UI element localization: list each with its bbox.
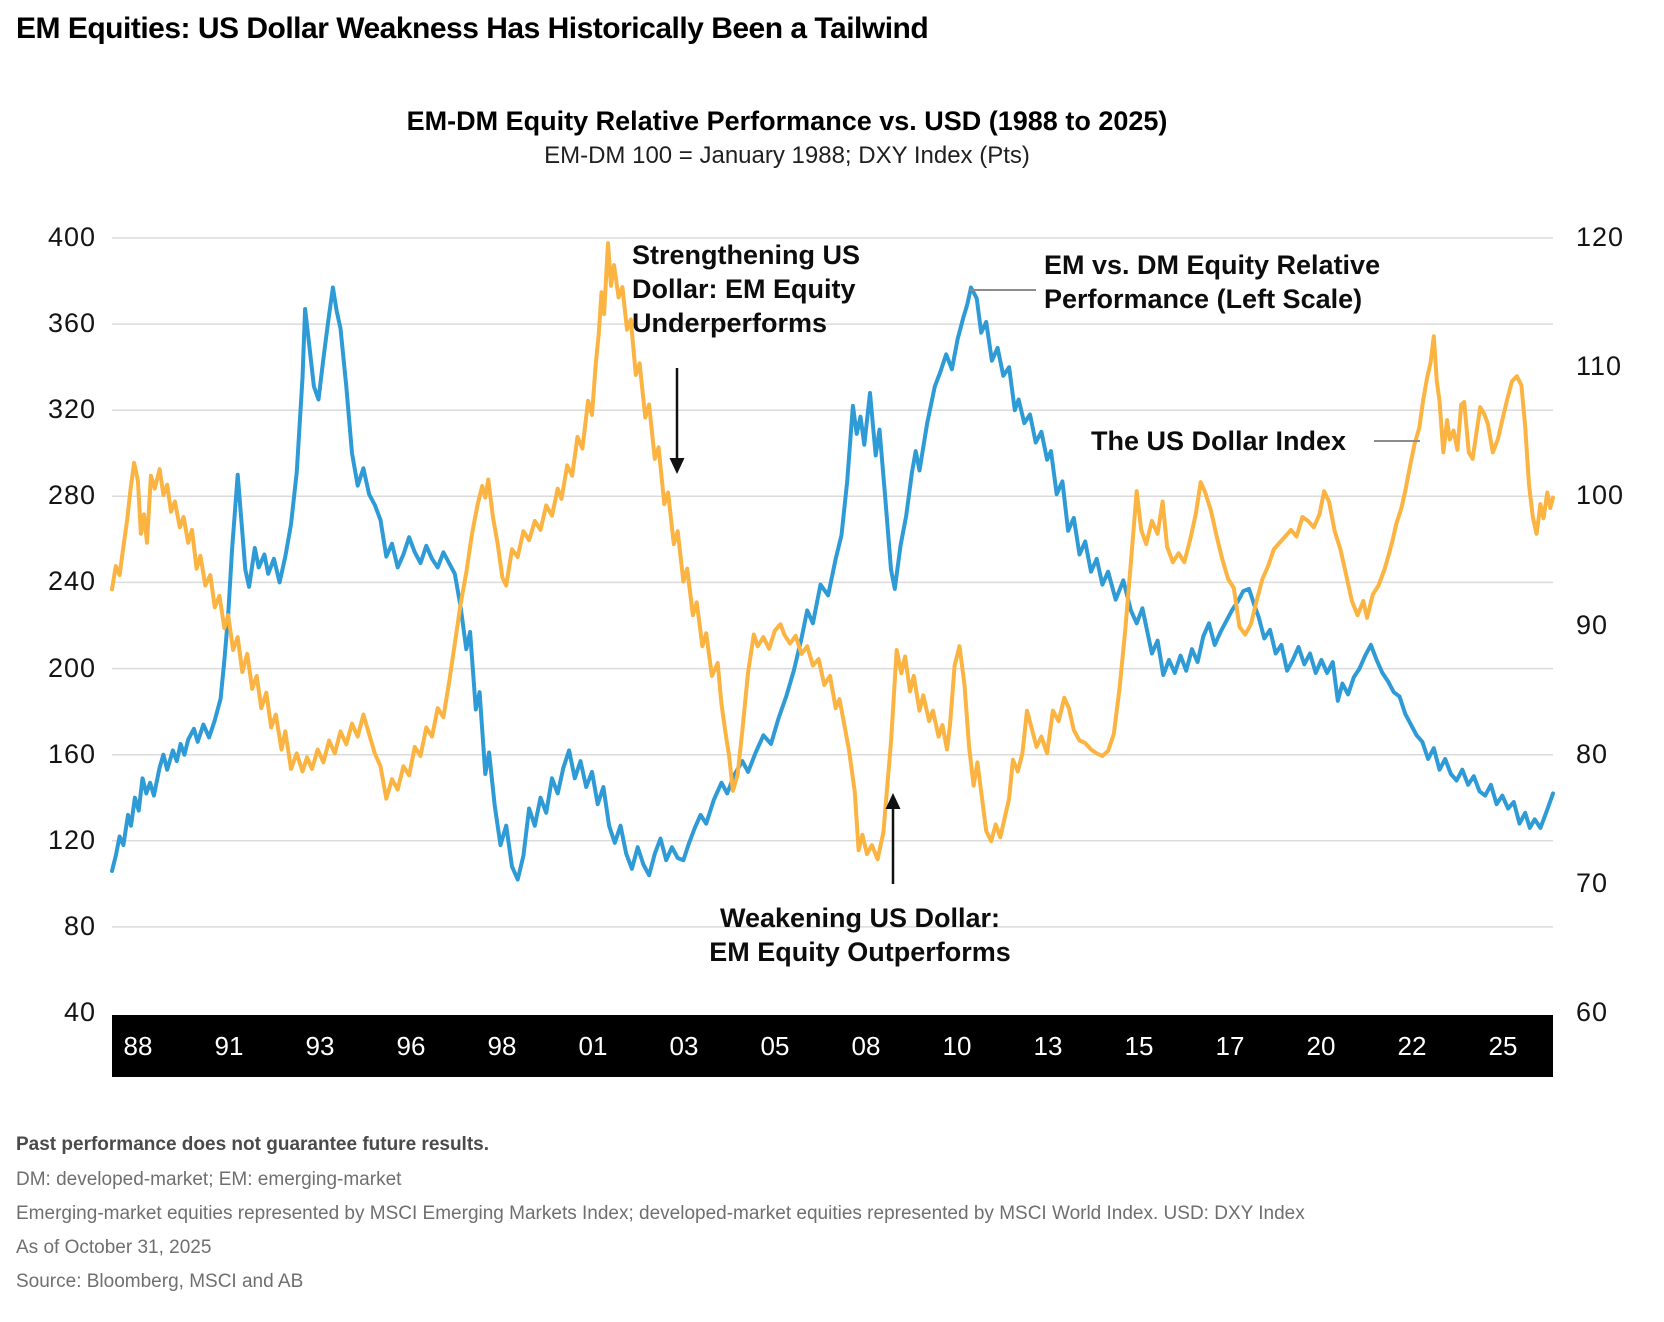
x-axis-label-25: 25: [1488, 1031, 1518, 1061]
x-axis-label-05: 05: [760, 1031, 790, 1061]
x-axis-label-98: 98: [487, 1031, 517, 1061]
right-axis-tick-80: 80: [1576, 739, 1609, 769]
chart-subtitle: EM-DM 100 = January 1988; DXY Index (Pts…: [544, 142, 1030, 169]
right-axis-tick-70: 70: [1576, 868, 1609, 898]
annotation-usd-series-label: The US Dollar Index: [1091, 426, 1347, 456]
right-axis-tick-60: 60: [1576, 997, 1609, 1027]
chart-title: EM-DM Equity Relative Performance vs. US…: [406, 106, 1168, 136]
annotation-em-dm-series-label: EM vs. DM Equity Relative Performance (L…: [1044, 250, 1381, 314]
left-axis-tick-40: 40: [63, 997, 96, 1027]
x-axis-label-96: 96: [396, 1031, 426, 1061]
right-axis-tick-100: 100: [1576, 480, 1625, 510]
annotation-weakening-usd: Weakening US Dollar: EM Equity Outperfor…: [709, 903, 1011, 967]
annotation-strengthening-usd: Strengthening US Dollar: EM Equity Under…: [632, 240, 860, 338]
x-axis-label-17: 17: [1215, 1031, 1245, 1061]
right-axis-tick-120: 120: [1576, 222, 1625, 252]
page-title: EM Equities: US Dollar Weakness Has Hist…: [16, 12, 929, 45]
left-axis-tick-280: 280: [47, 480, 96, 510]
footnote-disclaimer: Past performance does not guarantee futu…: [16, 1134, 490, 1155]
left-axis-tick-200: 200: [47, 653, 96, 683]
left-axis-tick-400: 400: [47, 222, 96, 252]
left-axis-tick-240: 240: [47, 566, 96, 596]
right-axis-tick-90: 90: [1576, 610, 1609, 640]
footnote-as-of-date: As of October 31, 2025: [16, 1237, 212, 1258]
left-axis-tick-320: 320: [47, 394, 96, 424]
em-dm-relative-line: [110, 285, 1555, 882]
footnote-indices: Emerging-market equities represented by …: [16, 1203, 1305, 1224]
x-axis-label-15: 15: [1124, 1031, 1154, 1061]
left-axis-tick-120: 120: [47, 825, 96, 855]
x-axis-bar: 88 91 93 96 98 01 03 05 08 10 13 15 17 20 22 25: [112, 1015, 1553, 1077]
x-axis-label-08: 08: [851, 1031, 881, 1061]
x-axis-label-10: 10: [942, 1031, 972, 1061]
usd-index-line: [110, 241, 1555, 862]
x-axis-label-20: 20: [1306, 1031, 1336, 1061]
arrow-down-strengthening: [669, 368, 685, 474]
x-axis-label-93: 93: [305, 1031, 335, 1061]
footnote-source: Source: Bloomberg, MSCI and AB: [16, 1271, 304, 1292]
right-axis-tick-110: 110: [1576, 351, 1623, 381]
arrow-up-weakening: [885, 793, 901, 884]
x-axis-label-03: 03: [669, 1031, 699, 1061]
x-axis-label-22: 22: [1397, 1031, 1427, 1061]
x-axis-label-13: 13: [1033, 1031, 1063, 1061]
x-axis-label-88: 88: [123, 1031, 153, 1061]
x-axis-label-01: 01: [578, 1031, 608, 1061]
left-axis-tick-360: 360: [47, 308, 96, 338]
x-axis-label-91: 91: [214, 1031, 244, 1061]
left-axis-tick-80: 80: [63, 911, 96, 941]
footnote-abbreviations: DM: developed-market; EM: emerging-marke…: [16, 1169, 402, 1190]
left-axis-tick-160: 160: [47, 739, 96, 769]
